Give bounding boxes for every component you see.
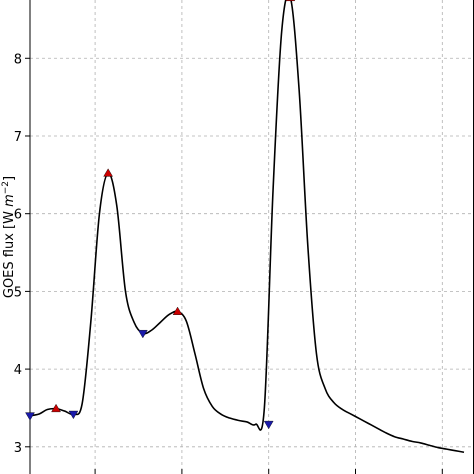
y-axis-label-base: GOES flux [W: [2, 207, 17, 298]
y-tick-label: 8: [14, 52, 22, 67]
trough-marker: [25, 412, 35, 421]
peak-marker: [51, 403, 61, 413]
peak-marker: [103, 168, 113, 177]
peak-marker: [172, 306, 183, 315]
y-tick-label: 6: [14, 208, 22, 223]
trough-marker: [263, 420, 274, 430]
trough-marker: [137, 330, 148, 339]
y-tick-label: 4: [14, 363, 22, 378]
y-axis-label-close: ]: [2, 176, 17, 181]
y-tick-label: 7: [14, 130, 22, 145]
peak-marker: [285, 0, 296, 2]
y-tick-label: 5: [14, 285, 22, 300]
y-axis-label-exponent: −2: [1, 181, 11, 194]
y-axis-label-unit: m: [2, 194, 17, 207]
grid-layer: [30, 0, 474, 474]
y-ticks: 3 4 5 6 7 8: [14, 52, 443, 474]
y-axis-label: GOES flux [W m−2]: [1, 176, 17, 298]
flux-series-line: [29, 0, 465, 454]
y-tick-label: 3: [14, 441, 22, 456]
markers-layer: [25, 0, 296, 430]
trough-marker: [68, 410, 79, 420]
